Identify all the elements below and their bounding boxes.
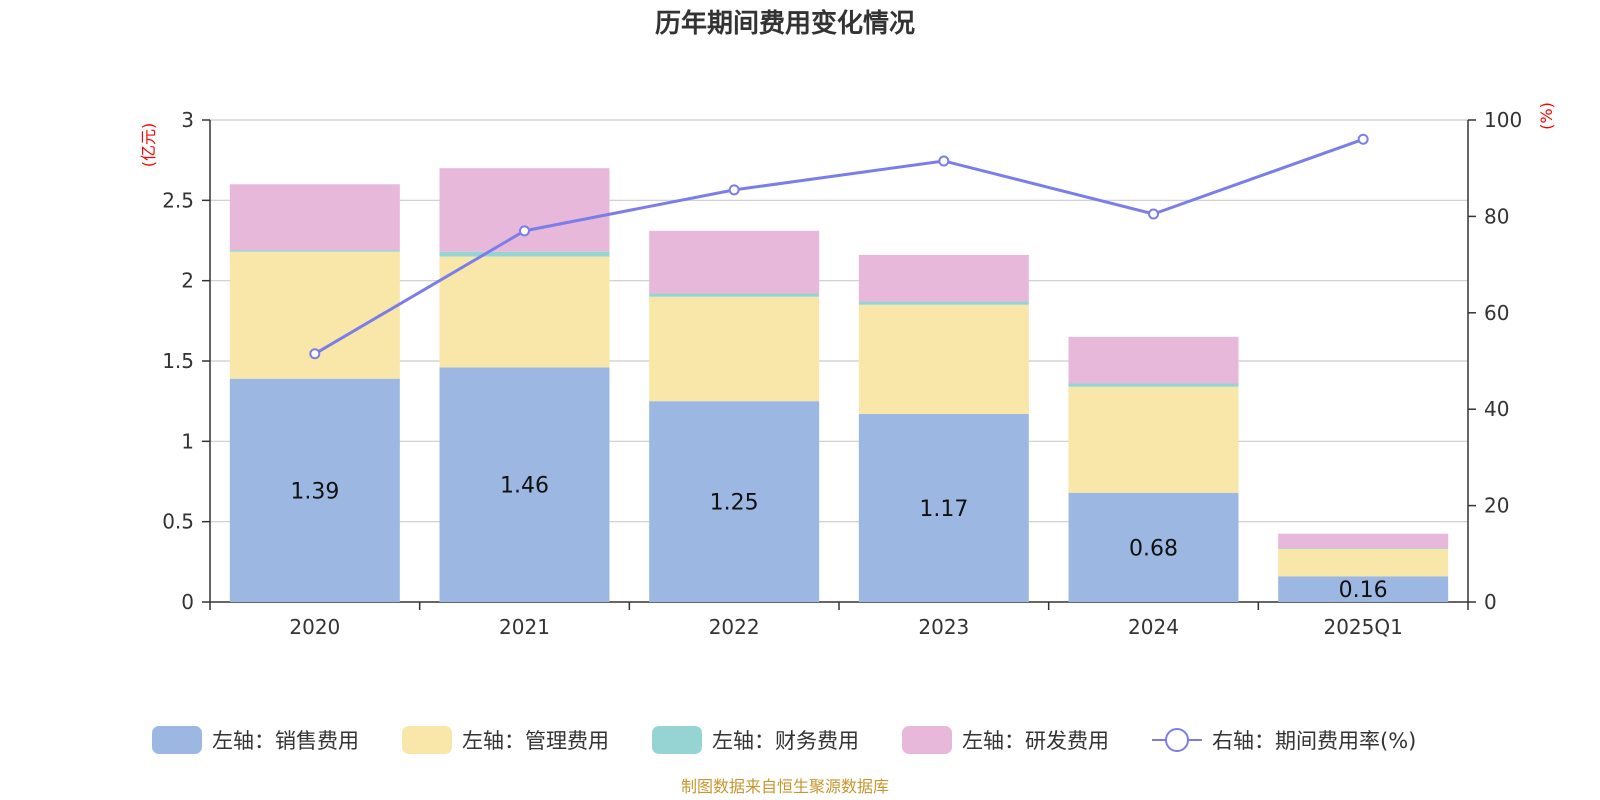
bar-segment (649, 401, 820, 602)
rate-point (728, 184, 740, 196)
x-axis-tick-label: 2025Q1 (1323, 615, 1402, 639)
bar-segment (229, 250, 400, 252)
x-axis-tick-label: 2021 (499, 615, 550, 639)
bar-segment (858, 254, 1029, 302)
rate-point (519, 225, 530, 237)
bar-segment (1278, 533, 1449, 549)
bar-segment (1278, 548, 1449, 549)
bar-segment (1068, 336, 1239, 384)
legend-label: 左轴：财务费用 (712, 729, 859, 753)
bar-value-label: 1.46 (500, 474, 549, 499)
x-axis-tick-label: 2022 (709, 615, 760, 639)
left-axis-tick-label: 3 (181, 108, 194, 132)
bar-segment (1068, 383, 1239, 387)
bar-segment (439, 251, 610, 257)
bar-segment (649, 296, 820, 402)
legend-swatch (152, 726, 202, 754)
rate-point (1148, 208, 1159, 220)
bar-segment (1278, 576, 1449, 602)
right-axis-unit: (%) (1537, 102, 1556, 130)
right-axis-tick-label: 60 (1484, 301, 1509, 325)
right-axis-tick-label: 40 (1484, 397, 1509, 421)
right-axis-tick-label: 100 (1484, 108, 1522, 132)
legend-label: 右轴：期间费用率(%) (1212, 729, 1416, 753)
legend-label: 左轴：销售费用 (212, 729, 359, 753)
bar-segment (439, 168, 610, 252)
x-axis-tick-label: 2020 (289, 615, 340, 639)
bar-value-label: 1.39 (290, 479, 339, 504)
legend-swatch (402, 726, 452, 754)
left-axis: 0 0.5 1 1.5 2 2.5 3 (162, 108, 211, 614)
bar-segment (649, 230, 820, 294)
grid (210, 119, 1468, 523)
bars: 1.39 1.46 1.25 1.17 0.68 0.16 (229, 168, 1449, 603)
rate-point (1357, 133, 1369, 145)
bar-value-label: 0.16 (1339, 578, 1388, 603)
bar-segment (858, 301, 1029, 305)
x-axis-tick-label: 2024 (1128, 615, 1179, 639)
legend: 左轴：销售费用 左轴：管理费用 左轴：财务费用 左轴：研发费用 右轴：期间费用率(%) (152, 726, 1416, 754)
left-axis-tick-label: 0.5 (162, 510, 194, 534)
left-axis-unit: (亿元) (139, 123, 158, 168)
bar-segment (229, 251, 400, 379)
bar-value-label: 0.68 (1129, 536, 1178, 561)
left-axis-tick-label: 2.5 (162, 188, 194, 212)
right-axis-tick-label: 80 (1484, 204, 1509, 228)
right-axis-tick-label: 20 (1484, 494, 1509, 518)
bar-segment (649, 293, 820, 297)
chart-title: 历年期间费用变化情况 (655, 8, 915, 39)
data-source: 制图数据来自恒生聚源数据库 (681, 777, 889, 796)
legend-label: 左轴：研发费用 (962, 729, 1109, 753)
bar-segment (1068, 386, 1239, 493)
right-axis: 0 20 40 60 80 100 (1467, 108, 1522, 614)
bar-segment (1068, 492, 1239, 602)
bar-segment (439, 256, 610, 368)
x-axis-tick-label: 2023 (918, 615, 969, 639)
left-axis-tick-label: 0 (181, 590, 194, 614)
left-axis-tick-label: 1 (181, 429, 194, 453)
rate-line (309, 133, 1369, 360)
bar-segment (858, 414, 1029, 602)
right-axis-tick-label: 0 (1484, 590, 1497, 614)
bar-value-label: 1.25 (710, 491, 759, 516)
left-axis-tick-label: 1.5 (162, 349, 194, 373)
rate-point (309, 348, 321, 360)
rate-point (938, 155, 950, 167)
x-axis: 2020 2021 2022 2023 2024 2025Q1 (209, 601, 1469, 639)
legend-swatch (902, 726, 952, 754)
legend-swatch (652, 726, 702, 754)
left-axis-tick-label: 2 (181, 269, 194, 293)
bar-segment (1278, 548, 1449, 577)
rate-line-path (314, 137, 1364, 356)
bar-value-label: 1.17 (919, 497, 968, 522)
legend-marker (1165, 728, 1189, 752)
bar-segment (858, 304, 1029, 415)
legend-label: 左轴：管理费用 (462, 729, 609, 753)
bar-segment (229, 378, 400, 602)
bar-segment (229, 184, 400, 251)
bar-segment (439, 367, 610, 602)
